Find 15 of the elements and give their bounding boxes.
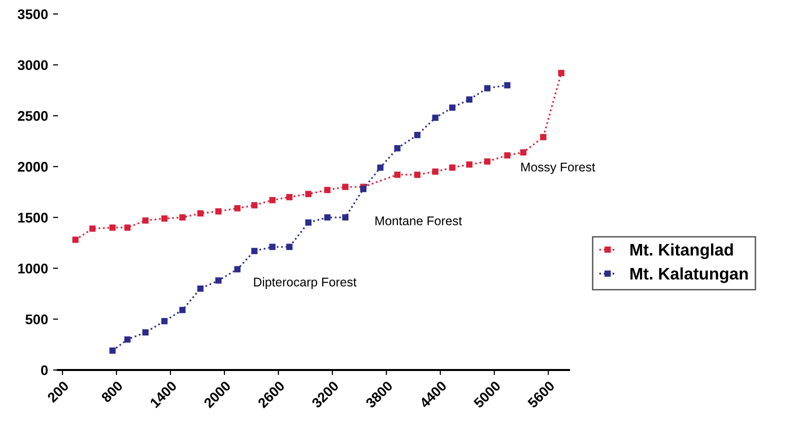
y-tick-label: 2000 bbox=[18, 162, 48, 172]
y-tick-label: 500 bbox=[26, 314, 48, 324]
y-tick-label: 0 bbox=[41, 365, 48, 376]
y-tick-label: 1500 bbox=[18, 212, 48, 223]
y-tick-label: 2500 bbox=[18, 111, 48, 121]
x-tick-label: 200 bbox=[46, 380, 70, 403]
annotation: Montane Forest bbox=[376, 216, 462, 226]
y-tick-label: 1000 bbox=[18, 264, 48, 274]
legend-label: Mt. Kitanglad bbox=[630, 243, 733, 260]
annotation: Mossy Forest bbox=[521, 162, 596, 174]
y-tick-label: 3000 bbox=[18, 60, 48, 70]
y-tick-label: 3500 bbox=[18, 9, 48, 20]
annotation: Dipterocarp Forest bbox=[254, 277, 356, 289]
x-tick-label: 800 bbox=[100, 380, 124, 404]
legend-label: Mt. Kalatungan bbox=[630, 267, 748, 283]
